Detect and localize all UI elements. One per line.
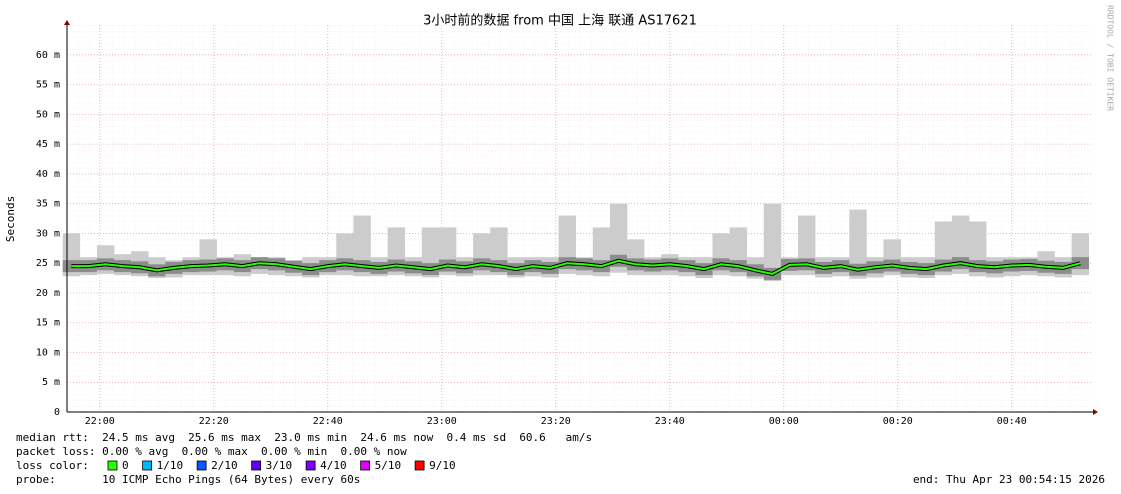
x-tick-label: 00:40 — [997, 416, 1027, 427]
x-tick-label: 00:00 — [769, 416, 799, 427]
loss-swatch — [196, 460, 207, 471]
median-line — [71, 259, 1081, 275]
loss-legend: 0 1/10 2/10 3/10 4/10 5/10 9/10 — [107, 459, 456, 472]
loss-color-label: loss color: — [16, 459, 89, 472]
packet-loss: packet loss: 0.00 % avg 0.00 % max 0.00 … — [16, 445, 407, 458]
minor-grid — [67, 25, 1093, 412]
chart-title: 3小时前的数据 from 中国 上海 联通 AS17621 — [423, 13, 697, 29]
probe: probe: 10 ICMP Echo Pings (64 Bytes) eve… — [16, 473, 360, 486]
loss-label: 4/10 — [320, 459, 347, 472]
x-arrow — [1093, 409, 1098, 415]
x-tick-label: 22:40 — [313, 416, 343, 427]
y-tick-label: 0 — [54, 407, 60, 418]
x-tick-label: 00:20 — [883, 416, 913, 427]
y-tick-label: 5 m — [42, 377, 60, 388]
loss-swatch — [360, 460, 371, 471]
y-tick-label: 55 m — [36, 80, 60, 91]
y-tick-label: 10 m — [36, 347, 60, 358]
watermark: RRDTOOL / TOBI OETIKER — [1106, 5, 1115, 111]
y-tick-label: 60 m — [36, 50, 60, 61]
plot — [62, 203, 1090, 282]
loss-swatch — [142, 460, 153, 471]
x-tick-label: 23:20 — [541, 416, 571, 427]
y-tick-label: 35 m — [36, 199, 60, 210]
x-tick-label: 22:00 — [85, 416, 115, 427]
smoke — [849, 209, 867, 279]
loss-label: 9/10 — [429, 459, 456, 472]
smoke — [763, 203, 782, 282]
loss-swatch — [414, 460, 425, 471]
x-tick-label: 23:00 — [427, 416, 457, 427]
loss-label: 3/10 — [266, 459, 293, 472]
loss-label: 5/10 — [375, 459, 402, 472]
y-arrow — [64, 20, 70, 25]
y-tick-label: 45 m — [36, 139, 60, 150]
y-tick-label: 40 m — [36, 169, 60, 180]
y-tick-label: 20 m — [36, 288, 60, 299]
y-axis-title: Seconds — [4, 196, 17, 242]
y-tick-label: 30 m — [36, 228, 60, 239]
x-tick-label: 23:40 — [655, 416, 685, 427]
loss-label: 0 — [122, 459, 129, 472]
loss-swatch — [107, 460, 118, 471]
loss-label: 1/10 — [157, 459, 184, 472]
y-tick-label: 25 m — [36, 258, 60, 269]
end-time: end: Thu Apr 23 00:54:15 2026 — [913, 473, 1105, 486]
x-tick-label: 22:20 — [199, 416, 229, 427]
loss-swatch — [251, 460, 262, 471]
y-tick-label: 50 m — [36, 109, 60, 120]
loss-label: 2/10 — [211, 459, 238, 472]
y-tick-label: 15 m — [36, 318, 60, 329]
median-rtt: median rtt: 24.5 ms avg 25.6 ms max 23.0… — [16, 431, 592, 444]
loss-swatch — [305, 460, 316, 471]
